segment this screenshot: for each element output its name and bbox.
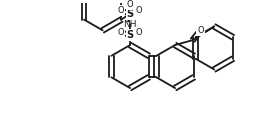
Text: S: S	[126, 9, 134, 19]
Text: O: O	[197, 26, 204, 35]
Text: O: O	[136, 28, 142, 37]
Text: S: S	[126, 30, 134, 40]
Text: O: O	[118, 28, 125, 37]
Text: O: O	[118, 6, 125, 15]
Text: O: O	[136, 6, 142, 15]
Text: NH: NH	[123, 20, 137, 29]
Text: O: O	[127, 0, 133, 9]
